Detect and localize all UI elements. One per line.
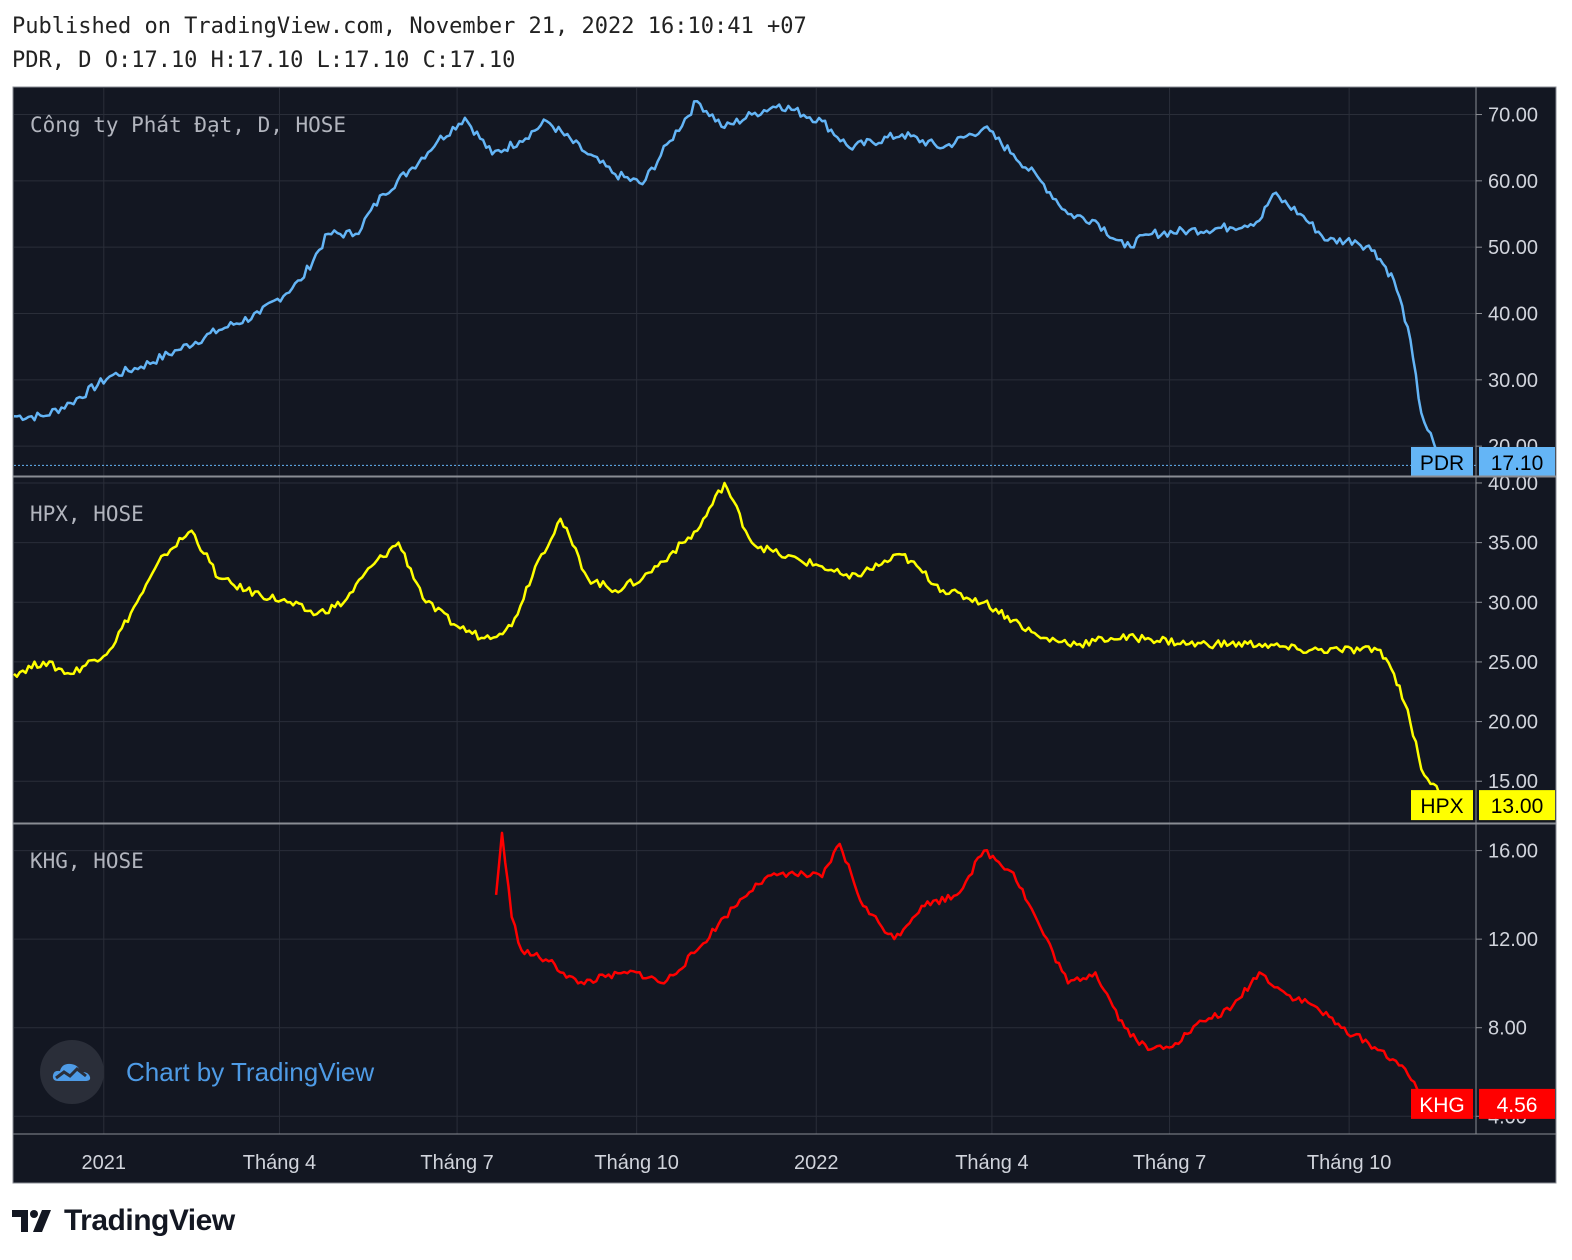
y-tick-label: 12.00 [1488,929,1538,951]
y-tick-label: 30.00 [1488,370,1538,392]
last-value-badge [1479,447,1555,477]
x-tick-label: Tháng 4 [955,1152,1028,1174]
last-value-badge [1479,1088,1555,1119]
x-tick-label: 2021 [82,1152,127,1174]
series-line-khg [494,831,1449,1106]
tradingview-cloud-icon [40,1040,104,1104]
y-tick-label: 60.00 [1488,171,1538,193]
y-tick-label: 16.00 [1488,841,1538,863]
y-tick-label: 8.00 [1488,1018,1527,1040]
series-line-pdr [13,100,1450,467]
pane-title: HPX, HOSE [30,502,144,526]
last-value-label: 4.56 [1497,1094,1538,1117]
y-tick-label: 40.00 [1488,304,1538,326]
y-tick-label: 40.00 [1488,473,1538,495]
series-name-badge [1411,790,1473,821]
chart-background [12,86,1557,1184]
series-name-badge [1411,447,1473,477]
y-tick-label: 20.00 [1488,712,1538,734]
x-tick-label: Tháng 7 [1133,1152,1206,1174]
x-tick-label: Tháng 10 [594,1152,679,1174]
last-value-badge [1479,790,1555,821]
y-tick-label: 15.00 [1488,771,1538,793]
y-tick-label: 50.00 [1488,237,1538,259]
tradingview-logo-icon [12,1210,51,1232]
y-tick-label: 35.00 [1488,533,1538,555]
series-name-badge [1411,1088,1473,1119]
footer-brand[interactable]: TradingView [12,1203,235,1239]
pane-title: Công ty Phát Đạt, D, HOSE [30,113,346,137]
series-name-label: HPX [1420,795,1463,818]
last-value-label: 13.00 [1491,795,1544,818]
x-tick-label: Tháng 7 [420,1152,493,1174]
x-tick-label: 2022 [794,1152,839,1174]
last-value-label: 17.10 [1491,452,1544,475]
y-tick-label: 25.00 [1488,652,1538,674]
watermark: Chart by TradingView [40,1040,374,1104]
y-tick-label: 70.00 [1488,105,1538,127]
x-tick-label: Tháng 4 [243,1152,316,1174]
watermark-text: Chart by TradingView [126,1056,375,1087]
series-name-label: KHG [1419,1094,1465,1117]
pane-title: KHG, HOSE [30,849,144,873]
series-name-label: PDR [1420,452,1464,475]
footer-brand-name: TradingView [64,1204,235,1237]
y-tick-label: 30.00 [1488,592,1538,614]
publish-info: Published on TradingView.com, November 2… [12,14,807,39]
series-line-hpx [13,481,1449,807]
ohlc-info: PDR, D O:17.10 H:17.10 L:17.10 C:17.10 [12,48,516,73]
x-tick-label: Tháng 10 [1307,1152,1392,1174]
